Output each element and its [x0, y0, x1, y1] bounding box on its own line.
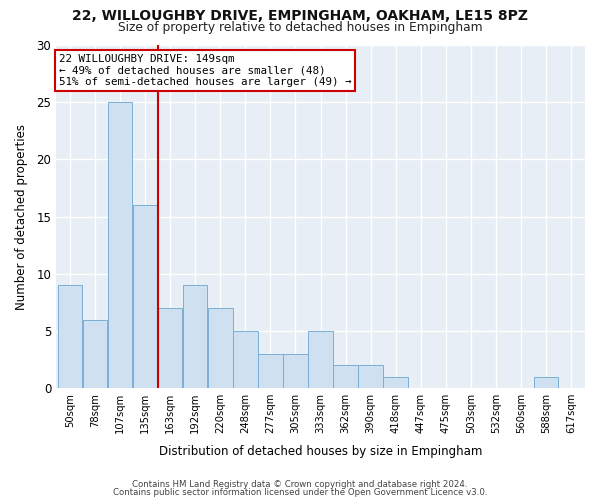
- Bar: [358, 366, 383, 388]
- Bar: [283, 354, 308, 388]
- Bar: [158, 308, 182, 388]
- Bar: [308, 331, 333, 388]
- Bar: [58, 285, 82, 388]
- Bar: [258, 354, 283, 388]
- Text: 22 WILLOUGHBY DRIVE: 149sqm
← 49% of detached houses are smaller (48)
51% of sem: 22 WILLOUGHBY DRIVE: 149sqm ← 49% of det…: [59, 54, 351, 88]
- Bar: [208, 308, 233, 388]
- Text: 22, WILLOUGHBY DRIVE, EMPINGHAM, OAKHAM, LE15 8PZ: 22, WILLOUGHBY DRIVE, EMPINGHAM, OAKHAM,…: [72, 9, 528, 23]
- Text: Size of property relative to detached houses in Empingham: Size of property relative to detached ho…: [118, 21, 482, 34]
- Bar: [133, 205, 157, 388]
- Bar: [334, 366, 358, 388]
- Bar: [534, 376, 559, 388]
- Text: Contains public sector information licensed under the Open Government Licence v3: Contains public sector information licen…: [113, 488, 487, 497]
- Bar: [233, 331, 257, 388]
- Bar: [83, 320, 107, 388]
- Text: Contains HM Land Registry data © Crown copyright and database right 2024.: Contains HM Land Registry data © Crown c…: [132, 480, 468, 489]
- Y-axis label: Number of detached properties: Number of detached properties: [15, 124, 28, 310]
- X-axis label: Distribution of detached houses by size in Empingham: Distribution of detached houses by size …: [159, 444, 482, 458]
- Bar: [108, 102, 132, 388]
- Bar: [383, 376, 408, 388]
- Bar: [183, 285, 208, 388]
